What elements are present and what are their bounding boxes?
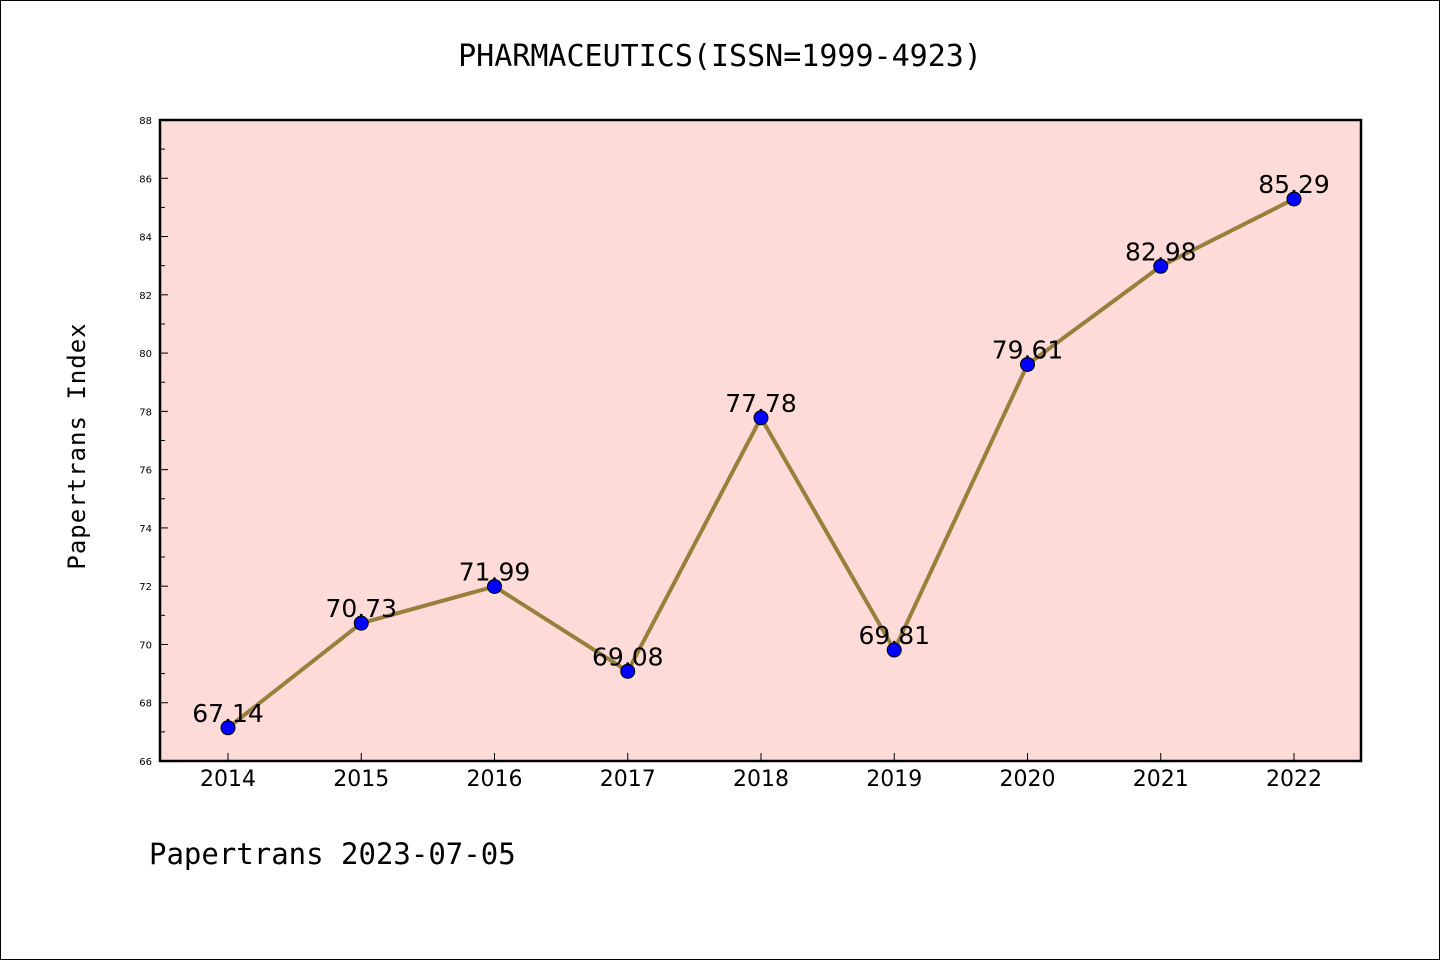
x-tick-label: 2019 [866, 767, 922, 792]
data-markers [220, 191, 1302, 736]
y-tick-label: 80 [139, 349, 152, 360]
x-tick-label: 2020 [1000, 767, 1056, 792]
x-tick-label: 2014 [200, 767, 256, 792]
y-axis-label: Papertrans Index [63, 322, 91, 569]
y-tick-label: 76 [139, 466, 152, 477]
data-point [1020, 356, 1035, 372]
data-label: 67.14 [192, 699, 264, 728]
data-point [1286, 191, 1302, 207]
data-point [620, 663, 636, 679]
y-tick-label: 86 [139, 174, 152, 185]
data-label: 85.29 [1258, 170, 1330, 199]
y-tick-label: 78 [139, 407, 152, 418]
data-point [753, 410, 769, 426]
y-tick-label: 88 [139, 116, 152, 127]
x-tick-label: 2017 [600, 767, 656, 792]
y-tick-label: 74 [139, 524, 152, 535]
data-point [886, 642, 902, 658]
data-point [220, 720, 236, 736]
data-label: 69.08 [592, 642, 664, 671]
data-point [487, 578, 502, 594]
y-tick-label: 72 [139, 582, 152, 593]
y-tick-label: 68 [139, 699, 152, 710]
x-tick-label: 2018 [733, 767, 789, 792]
data-point [353, 615, 369, 631]
data-label: 79.61 [992, 335, 1064, 364]
data-point [1153, 258, 1169, 274]
x-tick-label: 2015 [333, 767, 389, 792]
x-axis-ticks: 2014 2015 2016 2017 2018 2019 2020 2021 2022 [200, 753, 1322, 792]
y-tick-label: 66 [139, 757, 152, 768]
y-tick-label: 82 [139, 291, 152, 302]
x-tick-label: 2022 [1266, 767, 1322, 792]
footer-date-text: Papertrans 2023-07-05 [149, 837, 516, 871]
data-label: 82.98 [1125, 237, 1197, 266]
plot-border [158, 118, 1363, 763]
x-tick-label: 2016 [467, 767, 523, 792]
data-label: 69.81 [858, 621, 930, 650]
data-label: 71.99 [459, 557, 531, 586]
data-labels: 67.14 70.73 71.99 69.08 77.78 69.81 79.61 82.98… [192, 170, 1330, 728]
data-label: 77.78 [725, 389, 797, 418]
data-label: 70.73 [325, 594, 397, 623]
plot-area [160, 120, 1361, 761]
y-tick-label: 84 [139, 233, 152, 244]
x-tick-label: 2021 [1133, 767, 1189, 792]
y-axis-ticks: 66 68 70 72 74 76 78 80 82 84 86 88 [139, 116, 168, 768]
chart-title: PHARMACEUTICS(ISSN=1999-4923) [458, 39, 982, 74]
y-tick-label: 70 [139, 640, 152, 651]
